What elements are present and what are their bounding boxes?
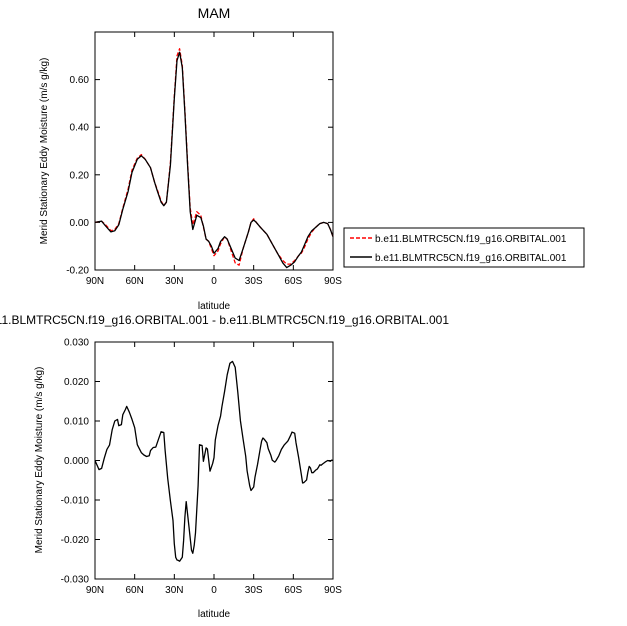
top-x-tick-label: 60S — [284, 276, 302, 287]
bottom-x-tick-label: 60N — [125, 585, 143, 596]
top-y-ticks: -0.20 0.00 0.20 0.40 0.60 — [66, 75, 333, 277]
legend-entry-1: b.e11.BLMTRC5CN.f19_g16.ORBITAL.001 — [375, 234, 567, 245]
bottom-y-tick-label: -0.010 — [61, 496, 90, 507]
top-x-axis-label: latitude — [198, 301, 231, 312]
top-x-tick-label: 90N — [86, 276, 104, 287]
top-x-ticks: 90N 60N 30N 0 30S 60S 90S — [86, 32, 342, 287]
bottom-y-tick-label: -0.020 — [61, 535, 90, 546]
bottom-x-tick-label: 0 — [211, 585, 217, 596]
bottom-panel: b.e11.BLMTRC5CN.f19_g16.ORBITAL.001 - b.… — [0, 313, 449, 620]
top-x-tick-label: 60N — [125, 276, 143, 287]
bottom-x-tick-label: 30N — [165, 585, 183, 596]
top-x-tick-label: 90S — [324, 276, 342, 287]
top-series — [94, 48, 334, 269]
bottom-y-tick-label: 0.000 — [64, 456, 89, 467]
top-x-tick-label: 30S — [245, 276, 263, 287]
bottom-series-line-1 — [94, 360, 334, 562]
bottom-x-ticks: 90N 60N 30N 0 30S 60S 90S — [86, 342, 342, 596]
bottom-y-tick-label: 0.010 — [64, 417, 89, 428]
bottom-y-ticks: -0.030 -0.020 -0.010 0.000 0.010 0.020 0.030 — [61, 338, 333, 586]
bottom-y-axis-label: Merid Stationary Eddy Moisture (m/s g/kg… — [34, 367, 45, 554]
bottom-x-tick-label: 60S — [284, 585, 302, 596]
bottom-x-tick-label: 90S — [324, 585, 342, 596]
bottom-x-tick-label: 90N — [86, 585, 104, 596]
top-series-line-1 — [94, 48, 334, 266]
top-y-axis-label: Merid Stationary Eddy Moisture (m/s g/kg… — [39, 58, 50, 245]
bottom-y-tick-label: 0.020 — [64, 377, 89, 388]
top-x-tick-label: 0 — [211, 276, 217, 287]
top-y-tick-label: -0.20 — [66, 266, 89, 277]
top-chart-title: MAM — [198, 5, 231, 21]
legend: b.e11.BLMTRC5CN.f19_g16.ORBITAL.001 b.e1… — [343, 227, 585, 268]
bottom-x-axis-label: latitude — [198, 609, 231, 620]
top-y-tick-label: 0.20 — [70, 170, 90, 181]
bottom-series — [94, 360, 334, 562]
top-y-tick-label: 0.40 — [70, 123, 90, 134]
top-plot-frame — [94, 31, 334, 271]
top-series-line-2 — [94, 51, 334, 269]
top-y-tick-label: 0.60 — [70, 75, 90, 86]
legend-entry-2: b.e11.BLMTRC5CN.f19_g16.ORBITAL.001 — [375, 253, 567, 264]
bottom-x-tick-label: 30S — [245, 585, 263, 596]
bottom-chart-title: b.e11.BLMTRC5CN.f19_g16.ORBITAL.001 - b.… — [0, 313, 449, 327]
legend-box — [343, 227, 585, 268]
bottom-y-tick-label: -0.030 — [61, 575, 90, 586]
bottom-y-tick-label: 0.030 — [64, 338, 89, 349]
top-panel: MAM -0.20 0.00 0.20 0.40 0.60 90N 60N 30N 0 30S 6… — [39, 5, 342, 312]
top-x-tick-label: 30N — [165, 276, 183, 287]
top-y-tick-label: 0.00 — [70, 218, 90, 229]
